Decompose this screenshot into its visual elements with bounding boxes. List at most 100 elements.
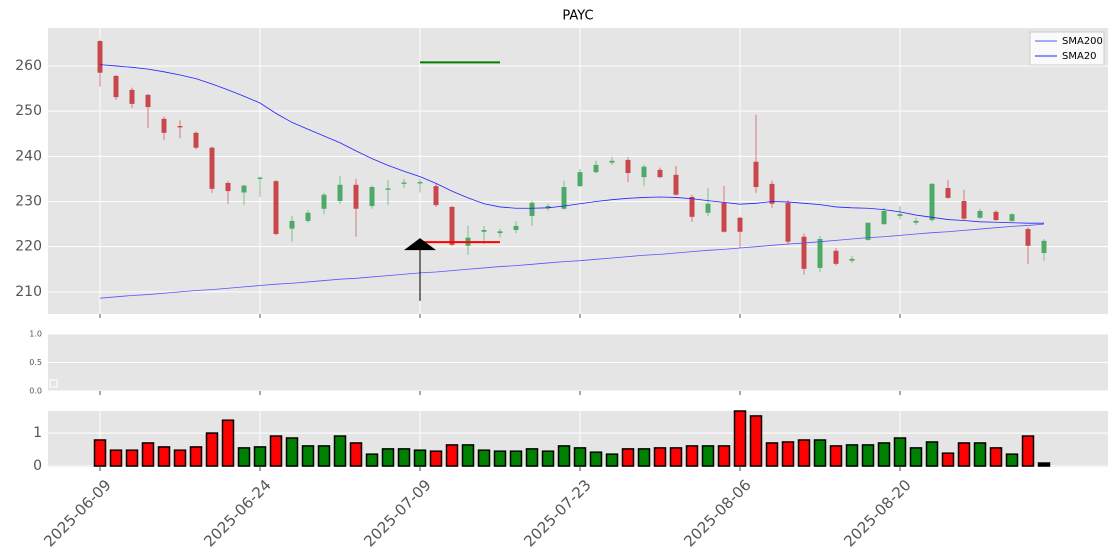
- candle-body: [897, 214, 903, 216]
- y-tick-label: 220: [15, 239, 42, 255]
- candle-body: [801, 236, 807, 269]
- volume-bar: [285, 437, 299, 467]
- candle-body: [753, 161, 759, 188]
- candle-body: [177, 126, 183, 128]
- chart-title: PAYC: [562, 9, 593, 24]
- volume-bar: [621, 448, 635, 467]
- candle-body: [97, 41, 103, 73]
- volume-bar: [717, 445, 731, 467]
- volume-bar: [989, 447, 1003, 467]
- candle-body: [673, 174, 679, 195]
- candle-body: [609, 160, 615, 163]
- legend-box: [1029, 31, 1105, 66]
- volume-bar: [173, 449, 187, 467]
- volume-bar: [509, 450, 523, 467]
- candle-body: [529, 202, 535, 216]
- y-tick-label: 260: [15, 58, 42, 74]
- candle-body: [449, 206, 455, 245]
- candle-body: [257, 177, 263, 179]
- volume-bar: [797, 439, 811, 467]
- volume-bar: [701, 445, 715, 467]
- candle-body: [977, 210, 983, 218]
- volume-bar: [221, 419, 235, 467]
- candle-body: [561, 187, 567, 209]
- y-tick-label: 1.0: [29, 330, 42, 339]
- volume-bar: [669, 447, 683, 467]
- volume-bar: [477, 449, 491, 467]
- candle-body: [337, 184, 343, 202]
- marker: [49, 379, 58, 388]
- volume-bar: [973, 442, 987, 467]
- candle-body: [817, 238, 823, 268]
- candle-body: [113, 75, 119, 98]
- candle-body: [929, 183, 935, 221]
- sma-line: [99, 223, 1045, 299]
- y-tick-label: 250: [15, 103, 42, 119]
- sma-line: [99, 64, 1044, 224]
- volume-bar: [493, 450, 507, 467]
- volume-bar: [109, 449, 123, 467]
- volume-bar: [925, 441, 939, 467]
- volume-bar: [525, 448, 539, 467]
- volume-bar: [685, 445, 699, 467]
- volume-bar: [1037, 462, 1051, 467]
- candle-body: [865, 222, 871, 240]
- volume-bar: [317, 445, 331, 467]
- candle-body: [913, 220, 919, 223]
- candle-body: [657, 169, 663, 178]
- volume-bar: [157, 446, 171, 467]
- candle-body: [513, 225, 519, 230]
- volume-bar: [445, 444, 459, 467]
- candle-body: [881, 210, 887, 225]
- volume-bar: [941, 452, 955, 467]
- candle-body: [785, 202, 791, 242]
- candle-body: [1041, 240, 1047, 254]
- candle-body: [209, 147, 215, 189]
- volume-bar: [557, 445, 571, 467]
- volume-bar: [605, 453, 619, 467]
- volume-bar: [205, 432, 219, 467]
- candle-body: [721, 202, 727, 232]
- x-tick-label: 2025-07-09: [360, 476, 434, 550]
- candle-body: [945, 187, 951, 198]
- volume-bar: [253, 446, 267, 467]
- x-tick-label: 2025-06-24: [200, 476, 274, 550]
- candle-body: [145, 94, 151, 108]
- y-tick-label: 240: [15, 148, 42, 164]
- volume-bar: [573, 447, 587, 467]
- volume-bar: [589, 451, 603, 467]
- volume-bar: [893, 437, 907, 467]
- volume-bar: [1021, 435, 1035, 467]
- y-tick-label: 0: [33, 458, 42, 474]
- candle-body: [577, 172, 583, 187]
- volume-bar: [653, 447, 667, 467]
- volume-bar: [909, 447, 923, 467]
- volume-bar: [781, 441, 795, 467]
- volume-bar: [877, 442, 891, 467]
- candle-body: [625, 159, 631, 174]
- volume-bar: [765, 442, 779, 467]
- volume-bar: [301, 445, 315, 467]
- candle-body: [273, 181, 279, 235]
- candle-body: [481, 229, 487, 232]
- candle-body: [321, 194, 327, 209]
- candle-body: [545, 206, 551, 209]
- volume-bar: [125, 449, 139, 467]
- volume-bar: [861, 444, 875, 467]
- candle-body: [497, 231, 503, 234]
- volume-bar: [637, 448, 651, 467]
- candle-body: [1009, 214, 1015, 221]
- candle-body: [849, 258, 855, 261]
- candle-body: [289, 220, 295, 229]
- volume-bar: [829, 445, 843, 467]
- volume-bar: [957, 442, 971, 467]
- y-tick-label: 0.5: [29, 358, 42, 367]
- candle-body: [241, 185, 247, 193]
- volume-bar: [461, 444, 475, 467]
- volume-bar: [429, 450, 443, 467]
- candle-body: [225, 182, 231, 192]
- candle-body: [369, 187, 375, 207]
- candle-body: [593, 164, 599, 173]
- x-tick-label: 2025-06-09: [40, 476, 114, 550]
- volume-bar: [541, 450, 555, 467]
